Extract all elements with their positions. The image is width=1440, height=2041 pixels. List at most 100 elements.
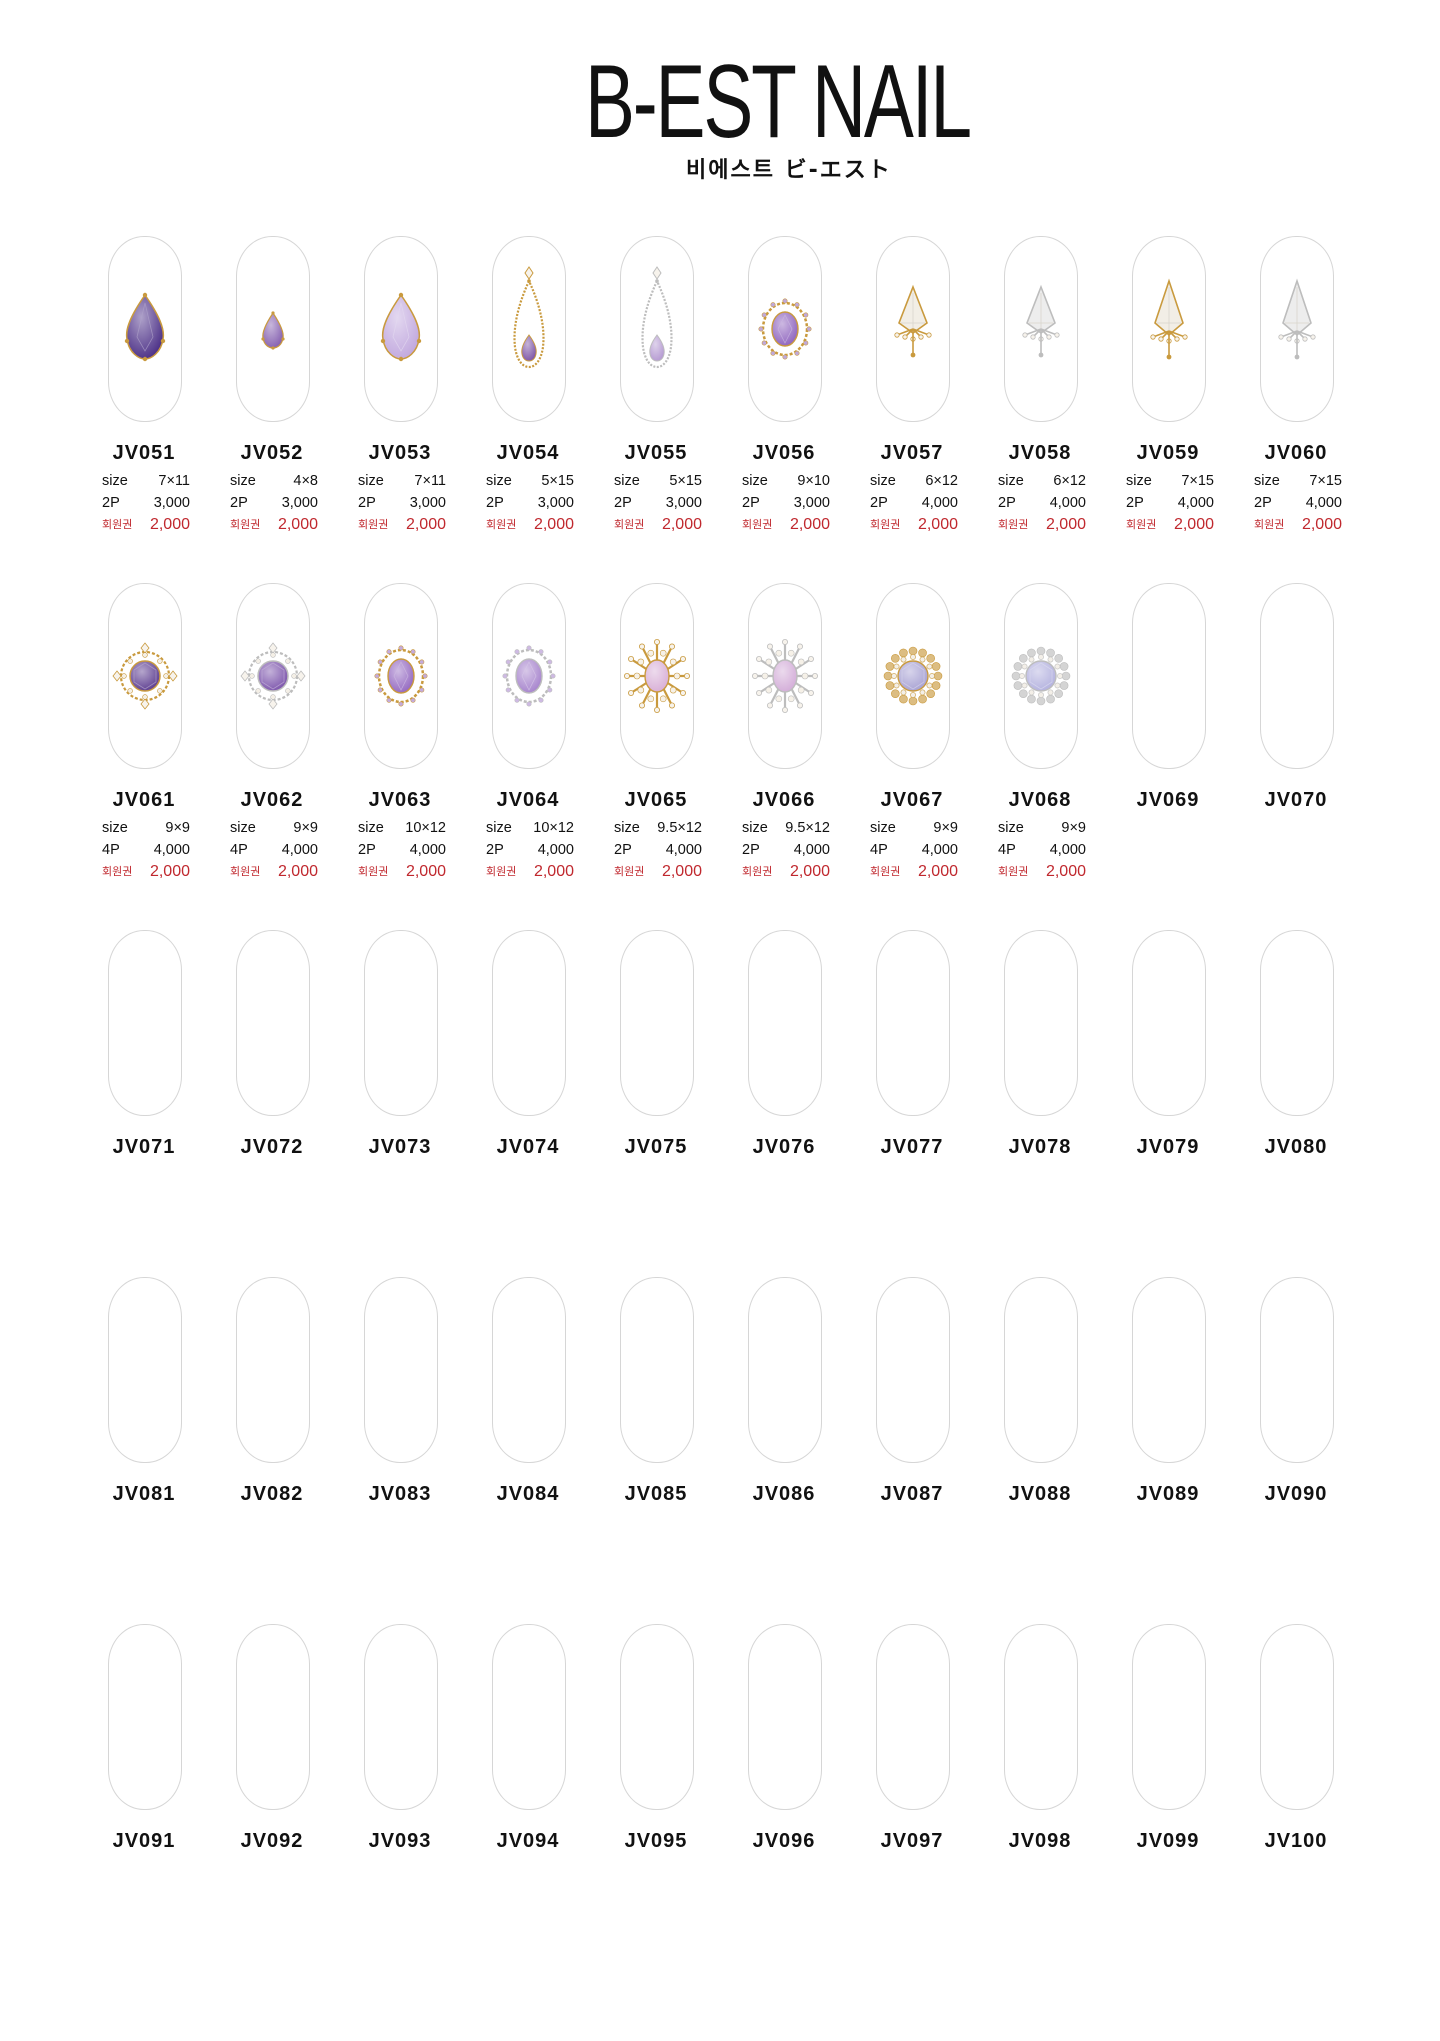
- size-value: 9.5×12: [785, 820, 830, 836]
- product-card[interactable]: JV094: [464, 1624, 592, 1954]
- nail-tip: [748, 930, 822, 1116]
- product-card[interactable]: JV098: [976, 1624, 1104, 1954]
- product-card[interactable]: JV065 size 9.5×12 2P 4,000 회원권 2,000: [592, 583, 720, 913]
- jewel-image: [240, 642, 306, 710]
- member-price-value: 2,000: [661, 863, 702, 880]
- product-card[interactable]: JV057 size 6×12 2P 4,000 회원권 2,000: [848, 236, 976, 566]
- product-code: JV053: [368, 442, 432, 464]
- nail-tip: [364, 1277, 438, 1463]
- product-card[interactable]: JV058 size 6×12 2P 4,000 회원권 2,000: [976, 236, 1104, 566]
- product-card[interactable]: JV069: [1104, 583, 1232, 913]
- product-card[interactable]: JV055 size 5×15 2P 3,000 회원권 2,000: [592, 236, 720, 566]
- member-price-line: 회원권 2,000: [742, 514, 830, 536]
- product-card[interactable]: JV092: [208, 1624, 336, 1954]
- size-label: size: [614, 473, 640, 489]
- product-card[interactable]: JV087: [848, 1277, 976, 1607]
- price-line: 2P 3,000: [486, 492, 574, 514]
- product-info: size 6×12 2P 4,000 회원권 2,000: [998, 470, 1086, 536]
- product-card[interactable]: JV097: [848, 1624, 976, 1954]
- member-label: 회원권: [230, 519, 261, 531]
- price-value: 4,000: [153, 842, 190, 858]
- member-label: 회원권: [742, 866, 773, 878]
- product-code: JV051: [112, 442, 176, 464]
- product-card[interactable]: JV053 size 7×11 2P 3,000 회원권 2,000: [336, 236, 464, 566]
- product-code: JV054: [496, 442, 560, 464]
- price-line: 2P 4,000: [614, 839, 702, 861]
- product-code: JV075: [624, 1136, 688, 1158]
- price-line: 4P 4,000: [870, 839, 958, 861]
- nail-tip: [492, 1277, 566, 1463]
- product-card[interactable]: JV083: [336, 1277, 464, 1607]
- product-card[interactable]: JV076: [720, 930, 848, 1260]
- product-code: JV071: [112, 1136, 176, 1158]
- product-card[interactable]: JV052 size 4×8 2P 3,000 회원권 2,000: [208, 236, 336, 566]
- product-card[interactable]: JV071: [80, 930, 208, 1260]
- member-price-value: 2,000: [789, 863, 830, 880]
- nail-tip: [876, 236, 950, 422]
- product-card[interactable]: JV095: [592, 1624, 720, 1954]
- product-card[interactable]: JV068 size 9×9 4P 4,000 회원권 2,000: [976, 583, 1104, 913]
- size-value: 9×9: [933, 820, 958, 836]
- product-card[interactable]: JV051 size 7×11 2P 3,000 회원권 2,000: [80, 236, 208, 566]
- product-card[interactable]: JV089: [1104, 1277, 1232, 1607]
- product-row: JV091 JV092 JV093 JV094 JV095 JV096 JV097 JV098…: [80, 1624, 1360, 1971]
- product-card[interactable]: JV079: [1104, 930, 1232, 1260]
- product-code: JV061: [112, 789, 176, 811]
- member-label: 회원권: [358, 866, 389, 878]
- product-card[interactable]: JV056 size 9×10 2P 3,000 회원권 2,000: [720, 236, 848, 566]
- product-card[interactable]: JV077: [848, 930, 976, 1260]
- product-card[interactable]: JV080: [1232, 930, 1360, 1260]
- product-card[interactable]: JV064 size 10×12 2P 4,000 회원권 2,000: [464, 583, 592, 913]
- member-price-line: 회원권 2,000: [870, 861, 958, 883]
- member-price-line: 회원권 2,000: [1126, 514, 1214, 536]
- product-card[interactable]: JV096: [720, 1624, 848, 1954]
- jewel-image: [124, 292, 166, 362]
- price-line: 2P 3,000: [102, 492, 190, 514]
- product-card[interactable]: JV084: [464, 1277, 592, 1607]
- nail-tip: [364, 1624, 438, 1810]
- nail-tip: [620, 930, 694, 1116]
- product-card[interactable]: JV054 size 5×15 2P 3,000 회원권 2,000: [464, 236, 592, 566]
- product-card[interactable]: JV072: [208, 930, 336, 1260]
- product-card[interactable]: JV086: [720, 1277, 848, 1607]
- product-card[interactable]: JV099: [1104, 1624, 1232, 1954]
- size-line: size 9.5×12: [614, 817, 702, 839]
- product-card[interactable]: JV062 size 9×9 4P 4,000 회원권 2,000: [208, 583, 336, 913]
- member-label: 회원권: [486, 866, 517, 878]
- product-card[interactable]: JV075: [592, 930, 720, 1260]
- product-card[interactable]: JV091: [80, 1624, 208, 1954]
- product-card[interactable]: JV074: [464, 930, 592, 1260]
- member-label: 회원권: [998, 519, 1029, 531]
- product-card[interactable]: JV090: [1232, 1277, 1360, 1607]
- product-card[interactable]: JV067 size 9×9 4P 4,000 회원권 2,000: [848, 583, 976, 913]
- member-price-value: 2,000: [661, 516, 702, 533]
- product-card[interactable]: JV063 size 10×12 2P 4,000 회원권 2,000: [336, 583, 464, 913]
- nail-tip: [492, 1624, 566, 1810]
- jewel-image: [1278, 278, 1316, 360]
- product-card[interactable]: JV088: [976, 1277, 1104, 1607]
- product-card[interactable]: JV066 size 9.5×12 2P 4,000 회원권 2,000: [720, 583, 848, 913]
- product-card[interactable]: JV085: [592, 1277, 720, 1607]
- product-card[interactable]: JV061 size 9×9 4P 4,000 회원권 2,000: [80, 583, 208, 913]
- product-card[interactable]: JV100: [1232, 1624, 1360, 1954]
- product-card[interactable]: JV082: [208, 1277, 336, 1607]
- product-code: JV094: [496, 1830, 560, 1852]
- product-card[interactable]: JV093: [336, 1624, 464, 1954]
- pack-quantity: 4P: [230, 842, 248, 858]
- member-price-line: 회원권 2,000: [230, 514, 318, 536]
- product-info: size 9.5×12 2P 4,000 회원권 2,000: [614, 817, 702, 883]
- product-card[interactable]: JV081: [80, 1277, 208, 1607]
- member-price-value: 2,000: [789, 516, 830, 533]
- product-card[interactable]: JV060 size 7×15 2P 4,000 회원권 2,000: [1232, 236, 1360, 566]
- product-code: JV072: [240, 1136, 304, 1158]
- product-card[interactable]: JV059 size 7×15 2P 4,000 회원권 2,000: [1104, 236, 1232, 566]
- product-info: size 5×15 2P 3,000 회원권 2,000: [614, 470, 702, 536]
- product-card[interactable]: JV073: [336, 930, 464, 1260]
- product-card[interactable]: JV078: [976, 930, 1104, 1260]
- size-label: size: [998, 473, 1024, 489]
- product-code: JV088: [1008, 1483, 1072, 1505]
- product-info: size 9×10 2P 3,000 회원권 2,000: [742, 470, 830, 536]
- product-card[interactable]: JV070: [1232, 583, 1360, 913]
- jewel-image: [894, 284, 932, 358]
- member-price-value: 2,000: [1045, 863, 1086, 880]
